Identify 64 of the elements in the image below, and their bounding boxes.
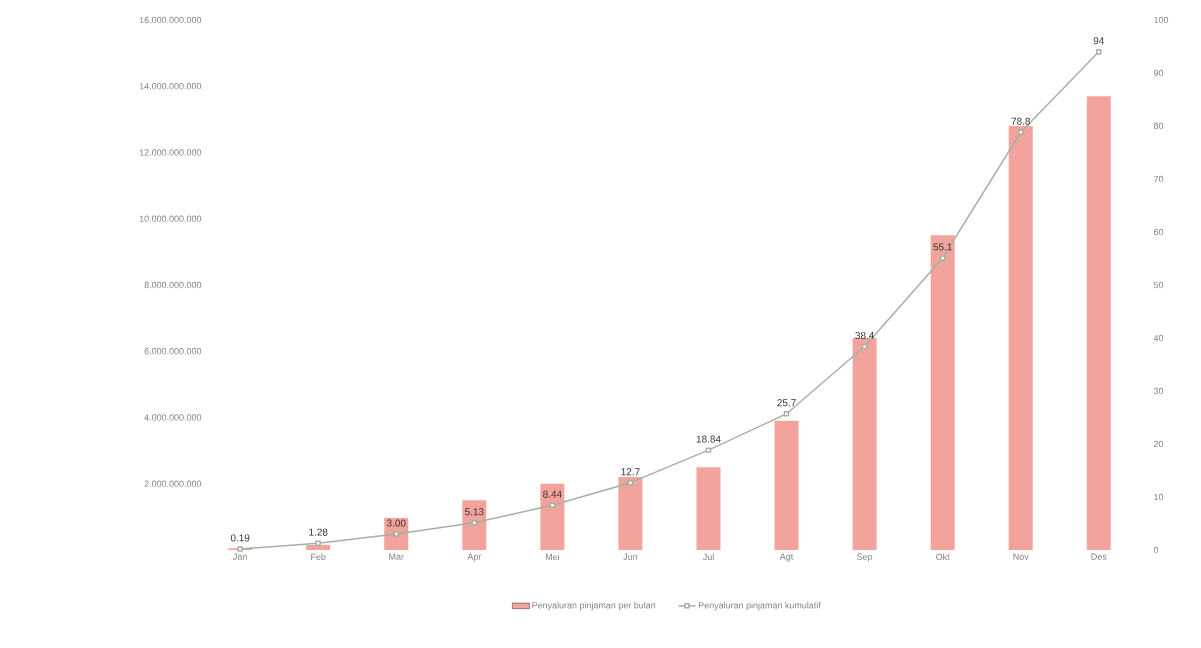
y-tick-label: 6.000.000.000 [144,348,202,355]
x-tick-label: Sep [857,553,873,562]
y2-tick-label: 0 [1153,546,1159,554]
point [393,531,399,537]
data-label: 1.28 [309,528,328,536]
data-label: 38.4 [855,331,875,339]
x-tick-label: Des [1091,553,1107,560]
point [471,520,478,526]
data-label: 18.84 [696,435,721,443]
x-tick-label: Jun [623,553,638,560]
bar [930,235,955,550]
bar [462,500,487,550]
bar [1008,125,1033,550]
y-tick-label: 4.000.000.000 [144,414,202,421]
bar [696,467,721,550]
data-label: 12.7 [621,468,640,476]
data-label: 3.00 [386,519,406,527]
bar [384,517,409,550]
y2-tick-label: 90 [1153,69,1164,77]
point [705,447,712,453]
x-tick-label: Feb [311,553,326,561]
y-tick-label: 8.000.000.000 [144,281,202,289]
bar [540,483,565,550]
bar [852,337,877,550]
data-label: 8.44 [543,490,562,498]
data-label: 25.7 [777,399,796,407]
x-tick-label: Okt [936,553,950,561]
y2-tick-label: 30 [1153,387,1164,395]
data-label: 5.13 [465,508,484,516]
y2-tick-label: 70 [1153,175,1164,183]
x-tick-label: Jan [233,553,247,560]
point [315,540,321,546]
data-label: 0.19 [230,534,250,542]
y2-tick-label: 10 [1154,493,1164,501]
point [939,255,946,261]
data-label: 55.1 [933,243,952,251]
bar [618,477,643,550]
bar [774,420,799,550]
y2-tick-label: 60 [1153,228,1164,236]
x-tick-label: Nov [1013,553,1029,560]
y-tick-label: 12.000.000.000 [139,149,202,156]
y-tick-label: 10.000.000.000 [139,215,202,222]
x-tick-label: Mar [389,553,404,560]
point [237,546,243,552]
x-tick-label: Apr [467,553,482,562]
x-tick-label: Mei [545,553,559,561]
x-tick-label: Jul [702,553,714,561]
x-tick-label: Agt [779,553,794,562]
y-tick-label: 14.000.000.000 [139,83,202,90]
y2-tick-label: 40 [1153,334,1164,342]
data-label: 94 [1093,37,1105,45]
y-tick-label: 16.000.000.000 [139,16,202,24]
y-tick-label: 2.000.000.000 [144,480,202,487]
y2-tick-label: 80 [1153,122,1164,130]
legend-label: Penyaluran pinjaman per bulan [532,601,656,611]
bar [306,545,331,550]
legend-label: Penyaluran pinjaman kumulatif [698,601,821,611]
point [783,411,790,417]
data-label: 78.8 [1011,117,1030,125]
y2-tick-label: 20 [1153,440,1164,448]
bar [1086,96,1111,550]
point [1096,49,1102,55]
y2-tick-label: 100 [1154,16,1169,24]
y2-tick-label: 50 [1153,281,1164,289]
